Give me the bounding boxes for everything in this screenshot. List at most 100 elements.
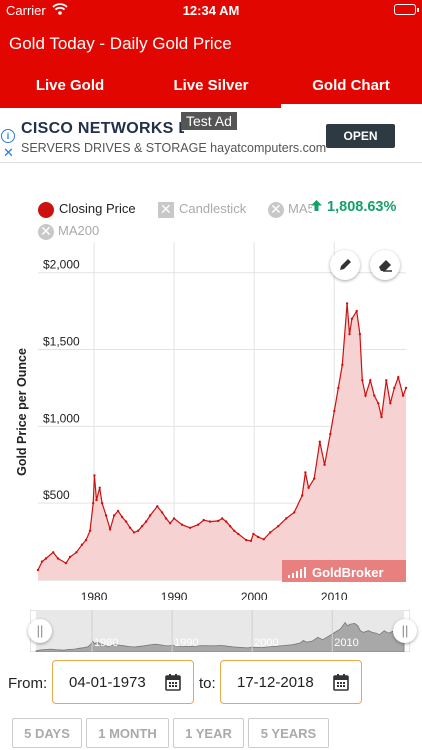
closing-price-point [140,525,144,528]
price-change-indicator: 1,808.63% [310,199,396,215]
closing-price-point [124,520,128,523]
closing-price-point [188,526,192,529]
period-5-days-button[interactable]: 5 DAYS [12,718,82,748]
closing-price-point [84,538,88,542]
ad-subtext: SERVERS DRIVES & STORAGE hayatcomputers.… [21,141,327,155]
draw-button[interactable] [330,250,360,280]
calendar-icon[interactable] [165,673,181,691]
closing-price-point [285,517,288,520]
closing-price-point [350,317,354,320]
to-date-value: 17-12-2018 [237,674,314,691]
legend-closing-price-label: Closing Price [59,201,136,216]
period-1-year-button[interactable]: 1 YEAR [173,718,244,748]
closing-price-point [221,517,224,520]
navigator-handle-left[interactable]: || [28,619,52,643]
closing-price-point [385,379,388,382]
closing-price-point [128,526,132,529]
tab-gold-chart[interactable]: Gold Chart [312,77,390,94]
closing-price-point [160,511,164,514]
legend-ma50[interactable]: MA50 [268,201,312,218]
closing-price-area [38,303,406,580]
closing-price-point [229,525,232,528]
ma50-marker-icon [268,201,284,218]
from-date-field[interactable]: 04-01-1973 [52,660,194,704]
period-1-month-button[interactable]: 1 MONTH [86,718,169,748]
closing-price-point [361,379,364,382]
closing-price-point [304,471,307,474]
closing-price-point [377,402,380,405]
closing-price-point [64,561,68,565]
closing-price-point [104,514,108,517]
from-date-value: 04-01-1973 [69,674,146,691]
tab-bar: Live Gold Live Silver Gold Chart [0,66,422,108]
closing-price-point [337,386,340,390]
ad-open-button[interactable]: OPEN [326,124,395,148]
closing-price-point [369,379,372,382]
erase-button[interactable] [370,250,400,280]
watermark: GoldBroker [282,560,406,582]
period-buttons: 5 DAYS 1 MONTH 1 YEAR 5 YEARS [0,718,422,750]
closing-price-point [249,539,253,542]
closing-price-point [116,509,120,513]
gold-price-chart[interactable]: $0$500$1,000$1,500$2,000 198019902000201… [0,240,422,600]
x-tick-label: 2000 [241,590,268,600]
closing-price-point [208,520,212,523]
closing-price-point [164,517,168,520]
closing-price-point [98,486,101,489]
carrier-label: Carrier [6,3,46,18]
closing-price-point [120,515,124,519]
navigator-tick-label: 2010 [334,637,358,649]
closing-price-point [341,363,344,367]
closing-price-point [245,538,248,542]
closing-price-point [100,502,104,505]
pencil-icon [340,259,351,270]
range-navigator[interactable]: 1980 1990 2000 2010 [30,610,410,652]
closing-price-point [148,514,152,517]
closing-price-point [144,520,148,523]
tab-live-silver[interactable]: Live Silver [173,77,249,94]
calendar-icon[interactable] [333,673,349,691]
legend-closing-price[interactable]: Closing Price [38,201,136,218]
legend-ma200[interactable]: MA200 [38,223,99,240]
closing-price-point [364,394,367,397]
closing-price-point [93,474,96,477]
period-5-years-button[interactable]: 5 YEARS [248,718,329,748]
closing-price-point [202,518,205,522]
ad-banner[interactable]: i ✕ CISCO NETWORKS LIMITED SERVERS DRIVE… [0,112,422,163]
navigator-tick-label: 1990 [174,637,198,649]
closing-price-point [52,551,55,554]
ad-info-icon[interactable]: i [1,129,15,143]
ad-close-icon[interactable]: ✕ [3,145,14,160]
ad-headline: CISCO NETWORKS LIMITED [21,120,184,137]
closing-price-point [40,560,44,563]
x-tick-label: 1990 [161,590,188,600]
closing-price-point [56,557,60,560]
closing-price-line [37,303,407,571]
closing-price-point [132,531,136,534]
navigator-handle-right[interactable]: || [393,619,417,643]
closing-price-point [257,535,260,539]
closing-price-point [180,523,184,526]
tab-live-gold[interactable]: Live Gold [35,77,105,94]
closing-price-point [329,432,332,436]
navigator-tick-label: 2000 [254,637,278,649]
x-tick-label: 2010 [321,590,348,600]
tab-selected-indicator [281,104,422,108]
y-axis-label: Gold Price per Ounce [15,348,29,476]
to-date-field[interactable]: 17-12-2018 [220,660,362,704]
closing-price-point [36,568,40,572]
app-title: Gold Today - Daily Gold Price [9,34,232,53]
closing-price-point [44,557,48,560]
from-label: From: [8,675,48,692]
closing-price-point [393,386,396,390]
legend-candlestick[interactable]: Candlestick [158,201,246,218]
closing-price-point [389,402,392,405]
wifi-icon [52,2,68,19]
closing-price-point [373,394,376,397]
closing-price-point [345,302,349,305]
closing-price-point [68,555,72,559]
closing-price-point [136,529,140,532]
battery-icon [394,4,419,15]
y-tick-label: $500 [43,488,70,502]
navigator-tick-label: 1980 [94,637,118,649]
